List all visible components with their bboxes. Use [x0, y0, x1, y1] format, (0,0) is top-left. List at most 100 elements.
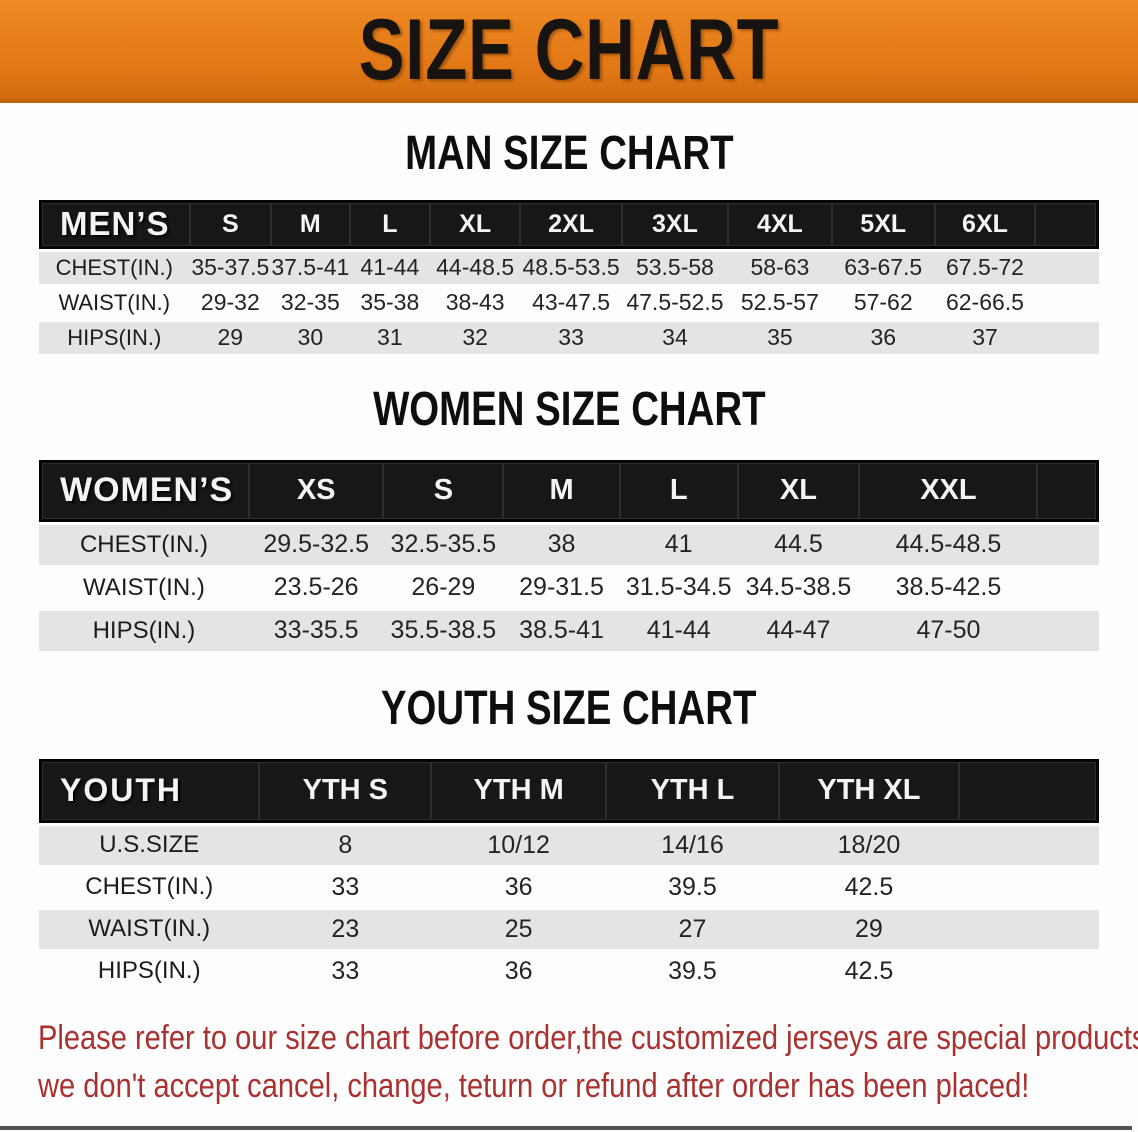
women-waist-row: WAIST(IN.) 23.5-26 26-29 29-31.5 31.5-34…	[39, 567, 1099, 608]
disclaimer-note: Please refer to our size chart before or…	[38, 1014, 1138, 1111]
size-value: 35-38	[349, 286, 431, 319]
size-value: 36	[431, 951, 607, 991]
row-label: U.S.SIZE	[39, 825, 260, 865]
youth-size-table: YOUTH YTH S YTH M YTH L YTH XL U.S.SIZE …	[39, 756, 1099, 994]
row-spacer	[959, 867, 1099, 907]
size-value: 39.5	[606, 951, 779, 991]
size-value: 42.5	[778, 867, 960, 907]
size-value: 41-44	[619, 610, 738, 651]
row-spacer	[1035, 321, 1099, 354]
men-section-title-text: MAN SIZE CHART	[404, 127, 734, 180]
size-value: 29.5-32.5	[248, 524, 384, 565]
size-col-header: XXL	[859, 459, 1038, 522]
size-value: 41	[619, 524, 738, 565]
size-value: 34	[621, 321, 728, 354]
size-value: 32	[430, 321, 521, 354]
size-value: 18/20	[778, 825, 960, 865]
size-value: 29	[778, 909, 960, 949]
size-value: 43-47.5	[520, 286, 622, 319]
size-col-header: 6XL	[934, 199, 1036, 249]
size-value: 38	[503, 524, 620, 565]
women-group-label: WOMEN’S	[39, 459, 249, 522]
row-spacer	[1035, 251, 1099, 284]
size-value: 36	[431, 867, 607, 907]
men-waist-row: WAIST(IN.) 29-32 32-35 35-38 38-43 43-47…	[39, 286, 1099, 319]
banner-title: SIZE CHART	[358, 1, 780, 98]
size-value: 31.5-34.5	[619, 567, 738, 608]
size-value: 27	[606, 909, 779, 949]
size-col-header: YTH L	[606, 758, 779, 823]
size-col-header: L	[349, 199, 431, 249]
youth-waist-row: WAIST(IN.) 23 25 27 29	[39, 909, 1099, 949]
size-value: 52.5-57	[727, 286, 832, 319]
women-size-table: WOMEN’S XS S M L XL XXL CHEST(IN.) 29.5-…	[39, 457, 1099, 654]
size-value: 63-67.5	[831, 251, 935, 284]
row-label: CHEST(IN.)	[39, 251, 190, 284]
header-spacer	[1037, 459, 1099, 522]
size-value: 35-37.5	[189, 251, 272, 284]
men-size-table: MEN’S S M L XL 2XL 3XL 4XL 5XL 6XL CHEST…	[39, 197, 1099, 357]
women-chest-row: CHEST(IN.) 29.5-32.5 32.5-35.5 38 41 44.…	[39, 524, 1099, 565]
size-value: 44-48.5	[430, 251, 521, 284]
size-col-header: YTH XL	[778, 758, 960, 823]
size-value: 44.5-48.5	[859, 524, 1038, 565]
row-label: CHEST(IN.)	[39, 867, 260, 907]
row-label: HIPS(IN.)	[39, 321, 190, 354]
size-value: 10/12	[431, 825, 607, 865]
row-spacer	[1037, 524, 1099, 565]
row-label: HIPS(IN.)	[39, 610, 249, 651]
size-col-header: L	[619, 459, 738, 522]
size-value: 39.5	[606, 867, 779, 907]
men-chest-row: CHEST(IN.) 35-37.5 37.5-41 41-44 44-48.5…	[39, 251, 1099, 284]
size-value: 62-66.5	[934, 286, 1036, 319]
size-value: 37	[934, 321, 1036, 354]
size-value: 34.5-38.5	[737, 567, 860, 608]
size-col-header: M	[503, 459, 620, 522]
size-col-header: XL	[737, 459, 860, 522]
row-label: WAIST(IN.)	[39, 909, 260, 949]
size-col-header: XS	[248, 459, 384, 522]
header-spacer	[959, 758, 1099, 823]
row-spacer	[1037, 567, 1099, 608]
size-value: 29-32	[189, 286, 272, 319]
men-hips-row: HIPS(IN.) 29 30 31 32 33 34 35 36 37	[39, 321, 1099, 354]
size-value: 33	[520, 321, 622, 354]
size-value: 23.5-26	[248, 567, 384, 608]
size-value: 44-47	[737, 610, 860, 651]
size-value: 25	[431, 909, 607, 949]
size-col-header: 2XL	[520, 199, 622, 249]
size-value: 23	[259, 909, 432, 949]
size-value: 33-35.5	[248, 610, 384, 651]
row-label: WAIST(IN.)	[39, 286, 190, 319]
size-value: 47.5-52.5	[621, 286, 728, 319]
youth-chest-row: CHEST(IN.) 33 36 39.5 42.5	[39, 867, 1099, 907]
size-value: 33	[259, 951, 432, 991]
women-header-row: WOMEN’S XS S M L XL XXL	[39, 459, 1099, 522]
size-col-header: XL	[430, 199, 521, 249]
size-value: 42.5	[778, 951, 960, 991]
youth-header-row: YOUTH YTH S YTH M YTH L YTH XL	[39, 758, 1099, 823]
size-value: 8	[259, 825, 432, 865]
size-value: 31	[349, 321, 431, 354]
size-value: 53.5-58	[621, 251, 728, 284]
row-label: WAIST(IN.)	[39, 567, 249, 608]
row-label: CHEST(IN.)	[39, 524, 249, 565]
row-label: HIPS(IN.)	[39, 951, 260, 991]
size-value: 29-31.5	[503, 567, 620, 608]
row-spacer	[959, 825, 1099, 865]
row-spacer	[959, 951, 1099, 991]
size-value: 37.5-41	[271, 251, 350, 284]
size-col-header: S	[383, 459, 504, 522]
size-col-header: YTH M	[431, 758, 607, 823]
row-spacer	[1037, 610, 1099, 651]
size-value: 58-63	[727, 251, 832, 284]
size-value: 48.5-53.5	[520, 251, 622, 284]
size-value: 38.5-42.5	[859, 567, 1038, 608]
row-spacer	[959, 909, 1099, 949]
women-hips-row: HIPS(IN.) 33-35.5 35.5-38.5 38.5-41 41-4…	[39, 610, 1099, 651]
size-value: 36	[831, 321, 935, 354]
youth-ussize-row: U.S.SIZE 8 10/12 14/16 18/20	[39, 825, 1099, 865]
row-spacer	[1035, 286, 1099, 319]
men-header-row: MEN’S S M L XL 2XL 3XL 4XL 5XL 6XL	[39, 199, 1099, 249]
men-section-title: MAN SIZE CHART	[0, 129, 1138, 179]
